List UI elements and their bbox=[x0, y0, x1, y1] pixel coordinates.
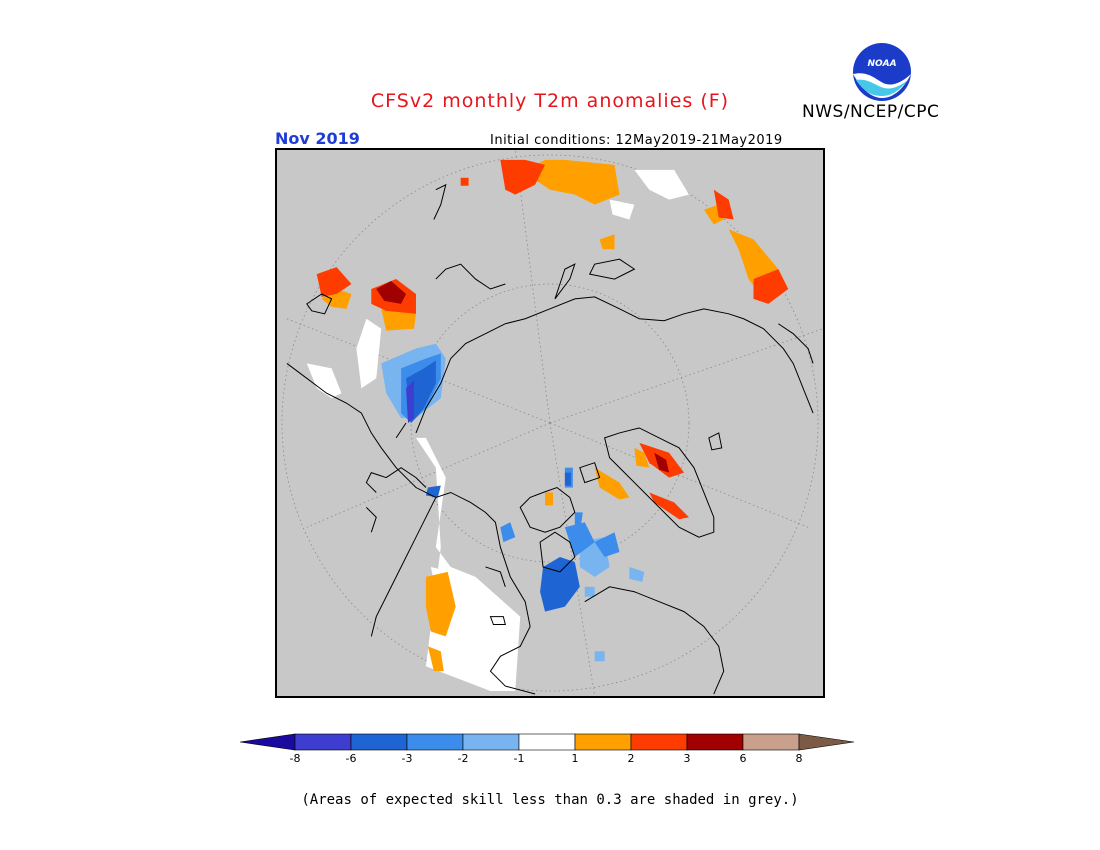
colorbar-box bbox=[462, 733, 520, 751]
colorbar-box bbox=[574, 733, 632, 751]
colorbar-labels: -8 -6 -3 -2 -1 1 2 3 6 8 bbox=[240, 752, 860, 770]
forecast-month: Nov 2019 bbox=[275, 129, 360, 148]
colorbar-box bbox=[350, 733, 408, 751]
colorbar-box bbox=[294, 733, 352, 751]
colorbar-box bbox=[742, 733, 800, 751]
colorbar-tick-label: -2 bbox=[457, 752, 469, 765]
colorbar-tick-label: -3 bbox=[401, 752, 413, 765]
colorbar-tick-label: 1 bbox=[571, 752, 579, 765]
polar-map-canvas bbox=[281, 150, 823, 696]
initial-conditions: Initial conditions: 12May2019-21May2019 bbox=[490, 133, 783, 148]
colorbar-tick-label: -1 bbox=[513, 752, 525, 765]
latitude-circles bbox=[281, 150, 823, 696]
chart-title: CFSv2 monthly T2m anomalies (F) bbox=[370, 90, 730, 112]
colorbar-arrow-high bbox=[798, 733, 855, 751]
colorbar-box bbox=[630, 733, 688, 751]
colorbar-box bbox=[518, 733, 576, 751]
colorbar-tick-label: 8 bbox=[795, 752, 803, 765]
anomaly-plus-2 bbox=[316, 159, 789, 520]
noaa-logo-icon: NOAA bbox=[851, 41, 913, 103]
colorbar-box bbox=[686, 733, 744, 751]
anomaly-plus-3 bbox=[376, 281, 670, 473]
colorbar-arrow-low bbox=[240, 733, 296, 751]
colorbar-box bbox=[406, 733, 464, 751]
skill-footnote: (Areas of expected skill less than 0.3 a… bbox=[301, 792, 799, 808]
anomaly-near-normal bbox=[306, 169, 689, 692]
colorbar-tick-label: 2 bbox=[627, 752, 635, 765]
noaa-logo-text: NOAA bbox=[867, 59, 896, 69]
polar-map bbox=[275, 148, 825, 698]
colorbar-tick-label: 6 bbox=[739, 752, 747, 765]
colorbar bbox=[240, 733, 855, 751]
coastlines bbox=[286, 183, 814, 695]
colorbar-tick-label: -6 bbox=[345, 752, 357, 765]
agency-label: NWS/NCEP/CPC bbox=[802, 102, 940, 122]
colorbar-tick-label: -8 bbox=[289, 752, 301, 765]
anomaly-minus-6 bbox=[406, 380, 414, 423]
colorbar-tick-label: 3 bbox=[683, 752, 691, 765]
